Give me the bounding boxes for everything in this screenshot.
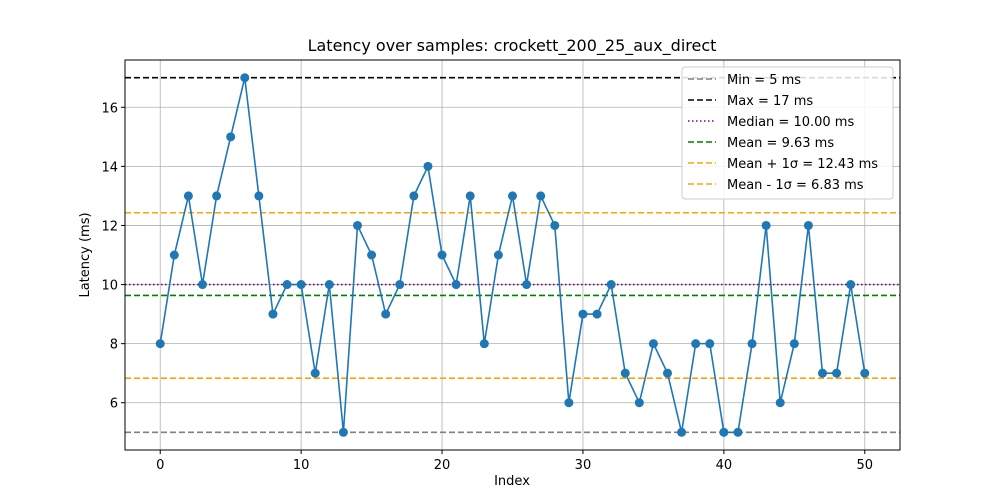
data-point: [648, 339, 658, 349]
data-point: [493, 250, 503, 260]
series-latency: [155, 73, 870, 437]
data-point: [789, 339, 799, 349]
data-point: [395, 280, 405, 290]
data-point: [691, 339, 701, 349]
legend-entry: Max = 17 ms: [727, 94, 813, 109]
data-point: [465, 191, 475, 201]
data-point: [198, 280, 207, 290]
x-tick-label: 20: [434, 458, 451, 473]
data-point: [296, 280, 306, 290]
data-point: [479, 339, 489, 349]
data-point: [747, 339, 757, 349]
data-point: [592, 309, 602, 319]
x-axis-label: Index: [494, 474, 530, 489]
legend-entry: Mean + 1σ = 12.43 ms: [727, 157, 878, 172]
data-point: [508, 191, 517, 201]
axis-ticks: 0 10 20 30 40 50 6 8 10 12 14 16: [101, 101, 873, 473]
data-point: [522, 280, 532, 290]
data-point: [423, 161, 433, 171]
data-point: [677, 427, 687, 437]
data-point: [240, 73, 250, 83]
data-point: [381, 309, 391, 319]
x-tick-label: 30: [575, 458, 592, 473]
data-point: [226, 132, 236, 142]
y-tick-label: 6: [110, 397, 118, 412]
data-point: [353, 220, 362, 230]
data-point: [733, 427, 743, 437]
y-tick-label: 8: [110, 338, 118, 353]
reference-lines: [125, 76, 900, 434]
data-point: [775, 398, 785, 408]
x-tick-label: 10: [293, 458, 310, 473]
data-point: [254, 191, 264, 201]
data-point: [155, 339, 165, 349]
legend-entry: Min = 5 ms: [727, 73, 801, 88]
legend-entry: Mean - 1σ = 6.83 ms: [727, 178, 864, 193]
y-tick-label: 12: [101, 219, 118, 234]
legend-entry: Median = 10.00 ms: [727, 115, 854, 130]
data-point: [803, 220, 813, 230]
data-point: [578, 309, 588, 319]
data-point: [634, 398, 644, 408]
data-point: [268, 309, 278, 319]
data-point: [705, 339, 715, 349]
data-point: [860, 368, 870, 378]
y-tick-label: 10: [101, 279, 118, 294]
data-point: [183, 191, 193, 201]
data-point: [409, 191, 419, 201]
x-tick-label: 40: [716, 458, 733, 473]
data-point: [663, 368, 672, 378]
legend-box: [681, 66, 894, 200]
data-point: [324, 280, 334, 290]
y-axis-label: Latency (ms): [78, 212, 93, 297]
data-point: [564, 398, 574, 408]
y-tick-label: 16: [101, 101, 118, 116]
data-point: [169, 250, 179, 260]
data-point: [606, 280, 616, 290]
legend-entry: Mean = 9.63 ms: [727, 136, 834, 151]
data-point: [620, 368, 630, 378]
data-point: [719, 427, 729, 437]
data-point: [338, 427, 348, 437]
data-point: [846, 280, 856, 290]
data-point: [437, 250, 447, 260]
data-point: [761, 220, 771, 230]
plot-frame: [124, 59, 901, 451]
data-point: [818, 368, 827, 378]
data-point: [310, 368, 320, 378]
data-point: [212, 191, 222, 201]
chart-title: Latency over samples: crockett_200_25_au…: [308, 36, 717, 56]
data-point: [282, 280, 292, 290]
x-tick-label: 50: [856, 458, 873, 473]
data-point: [451, 280, 461, 290]
data-point: [550, 220, 560, 230]
data-point: [536, 191, 546, 201]
data-point: [367, 250, 377, 260]
x-tick-label: 0: [156, 458, 164, 473]
legend: Min = 5 ms Max = 17 ms Median = 10.00 ms Me…: [681, 66, 894, 200]
data-point: [832, 368, 842, 378]
y-tick-label: 14: [101, 160, 118, 175]
